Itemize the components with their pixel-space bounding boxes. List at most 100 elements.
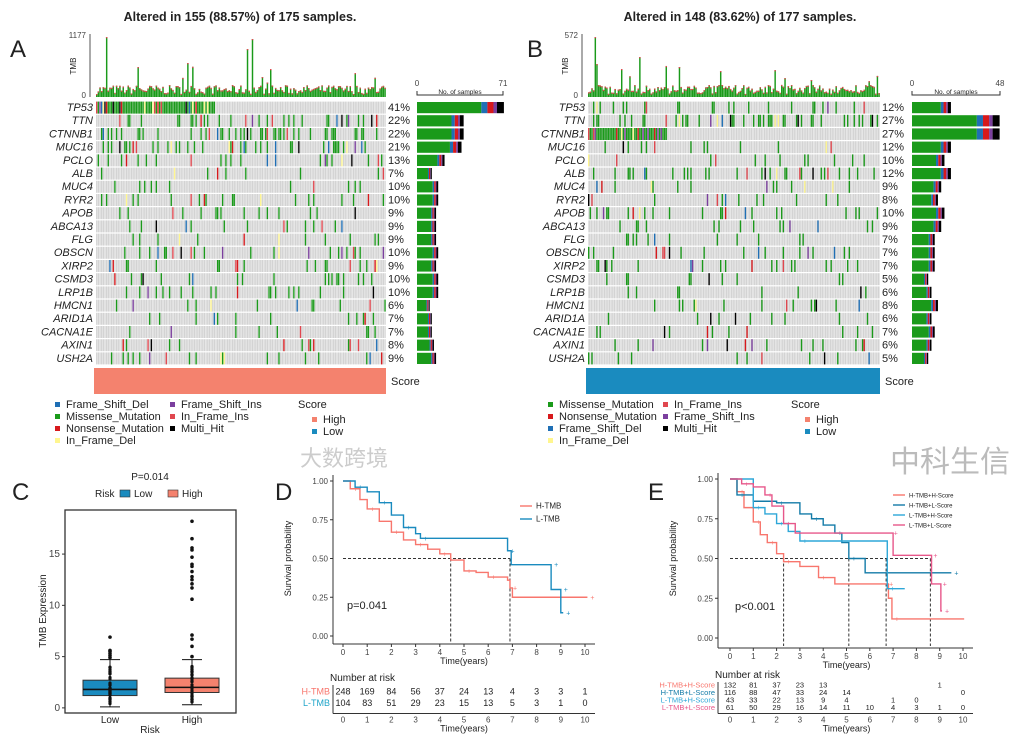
- x-tick-label: 3: [413, 648, 418, 657]
- sample-count-bar-nonsense-mutation: [439, 154, 442, 166]
- mutation-cell-frame-shift-ins: [647, 128, 649, 140]
- tmb-bar-cap: [99, 87, 101, 89]
- mutation-cell-frame-shift-del: [817, 220, 819, 233]
- risk-table-x-tick: 4: [438, 716, 443, 725]
- oncoprint-row-background: [588, 299, 880, 312]
- tmb-bar: [604, 86, 606, 97]
- sample-count-bar-multi-hit: [434, 207, 437, 219]
- tmb-bar: [321, 85, 323, 97]
- tmb-bar-cap: [663, 87, 666, 89]
- mutation-cell-missense-mutation: [592, 246, 595, 259]
- legend-swatch-missense-mutation: [548, 402, 553, 407]
- mutation-cell-in-frame-ins: [665, 114, 667, 127]
- oncoprint-row-background: [96, 114, 386, 127]
- mutation-cell-missense-mutation: [200, 128, 202, 140]
- mutation-cell-frame-shift-del: [596, 180, 598, 193]
- x-tick-label: 1: [751, 652, 756, 661]
- tmb-bar-cap: [870, 85, 872, 87]
- tmb-bar: [270, 69, 272, 97]
- mutation-cell-missense-mutation: [324, 128, 327, 140]
- mutation-cell-frame-shift-del: [868, 352, 870, 365]
- tmb-bar: [250, 93, 252, 97]
- percent-label: 21%: [388, 142, 410, 154]
- gene-label: ABCA13: [50, 221, 94, 233]
- tmb-bar: [776, 90, 778, 97]
- mutation-cell-missense-mutation: [152, 141, 154, 154]
- tmb-bar: [662, 88, 664, 97]
- percent-label: 6%: [882, 287, 898, 299]
- mutation-cell-frame-shift-ins: [652, 339, 654, 352]
- mutation-cell-missense-mutation: [149, 101, 151, 114]
- tmb-bar-cap: [298, 91, 300, 93]
- sample-count-bar-frame-shift-ins: [989, 115, 993, 127]
- tmb-bar: [782, 86, 785, 97]
- mutation-cell-missense-mutation: [842, 326, 844, 338]
- tmb-bar: [634, 85, 636, 97]
- mutation-cell-missense-mutation: [313, 220, 315, 233]
- mutation-cell-missense-mutation: [374, 326, 376, 338]
- mutation-cell-missense-mutation: [359, 180, 361, 193]
- risk-table-value: 13: [483, 687, 493, 697]
- mutation-cell-missense-mutation: [140, 220, 143, 233]
- tmb-bar-cap: [168, 85, 171, 87]
- tmb-bar-cap: [356, 85, 358, 88]
- side-axis-label: No. of samples: [934, 89, 978, 96]
- sample-count-bar-multi-hit: [992, 128, 1000, 140]
- tmb-bar-cap: [733, 87, 735, 89]
- mutation-cell-nonsense-mutation: [120, 101, 123, 114]
- mutation-cell-missense-mutation: [371, 273, 373, 286]
- tmb-bar-cap: [130, 93, 133, 95]
- tmb-bar: [724, 86, 727, 97]
- tmb-bar: [120, 90, 123, 97]
- risk-table-value: 56: [411, 687, 421, 697]
- jitter-point: [190, 672, 194, 676]
- mutation-cell-missense-mutation: [823, 167, 826, 180]
- mutation-cell-nonsense-mutation: [751, 260, 753, 272]
- tmb-bar-cap: [377, 91, 380, 93]
- censor-mark: +: [564, 587, 568, 594]
- sample-count-bar-frame-shift-del: [432, 273, 435, 285]
- mutation-cell-in-frame-ins: [377, 154, 380, 167]
- tmb-bar: [800, 90, 803, 97]
- risk-table-value: 1: [938, 703, 942, 712]
- mutation-cell-missense-mutation: [260, 128, 262, 140]
- tmb-bar-cap: [832, 89, 834, 91]
- tmb-bar: [729, 88, 732, 97]
- tmb-bar: [374, 77, 376, 97]
- tmb-bar-cap: [599, 85, 601, 87]
- mutation-cell-in-frame-ins: [208, 128, 211, 140]
- mutation-cell-missense-mutation: [612, 246, 615, 259]
- mutation-cell-missense-mutation: [336, 141, 338, 154]
- sample-count-bar-nonsense-mutation: [432, 352, 434, 364]
- mutation-cell-frame-shift-del: [188, 101, 191, 114]
- mutation-cell-missense-mutation: [776, 180, 778, 193]
- tmb-bar-cap: [800, 90, 803, 92]
- mutation-cell-missense-mutation: [192, 114, 194, 127]
- tmb-bar: [779, 92, 781, 97]
- risk-table-value: 14: [842, 688, 850, 697]
- tmb-bar: [114, 92, 116, 97]
- tmb-bar: [597, 85, 600, 97]
- mutation-cell-in-frame-ins: [830, 141, 832, 154]
- mutation-cell-in-frame-del: [620, 128, 623, 140]
- mutation-cell-missense-mutation: [858, 207, 860, 220]
- tmb-bar: [109, 87, 111, 97]
- tmb-bar-cap: [743, 85, 745, 87]
- mutation-cell-missense-mutation: [771, 312, 773, 325]
- tmb-bar: [248, 90, 250, 97]
- tmb-bar-cap: [782, 86, 785, 88]
- mutation-cell-missense-mutation: [592, 114, 595, 127]
- tmb-bar-cap: [726, 87, 729, 90]
- tmb-bar-cap: [690, 88, 692, 91]
- mutation-cell-missense-mutation: [871, 326, 874, 338]
- mutation-cell-missense-mutation: [736, 167, 738, 180]
- sample-count-bar-multi-hit: [941, 207, 945, 219]
- mutation-cell-missense-mutation: [625, 273, 628, 286]
- tmb-bar: [289, 88, 292, 97]
- mutation-cell-in-frame-del: [376, 260, 378, 272]
- jitter-point: [108, 700, 112, 704]
- tmb-bar-cap: [178, 87, 181, 89]
- outlier-point: [190, 536, 194, 541]
- y-axis-label: Survival probability: [668, 520, 678, 596]
- tmb-bar: [96, 93, 98, 97]
